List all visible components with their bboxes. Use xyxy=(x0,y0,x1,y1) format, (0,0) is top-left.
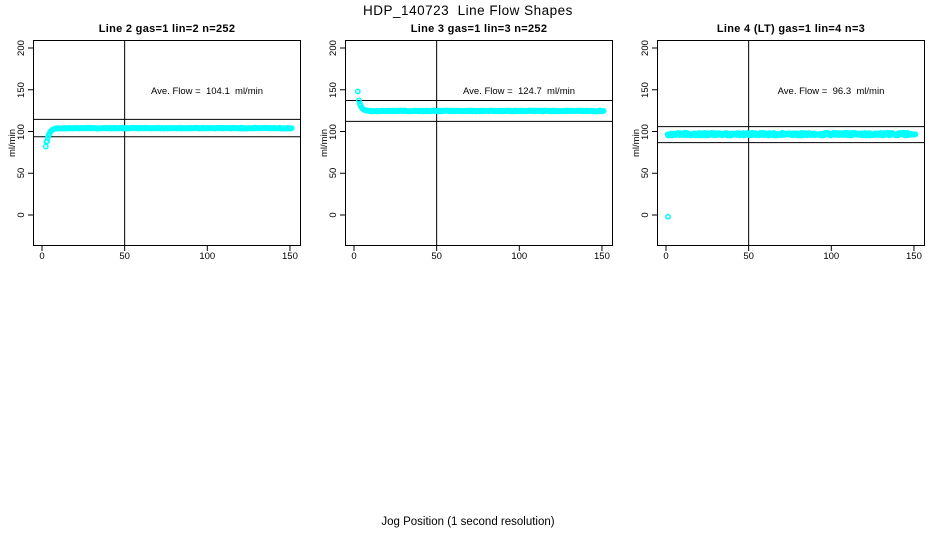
x-tick-label: 150 xyxy=(906,251,922,262)
plot-area xyxy=(28,40,301,251)
x-tick-label: 150 xyxy=(282,251,298,262)
panel-title: Line 2 gas=1 lin=2 n=252 xyxy=(98,23,236,35)
y-tick-label: 150 xyxy=(640,81,651,98)
ave-flow-annotation: Ave. Flow = 104.1 ml/min xyxy=(150,86,264,97)
plot-frame xyxy=(33,40,301,246)
x-tick-label: 150 xyxy=(594,251,610,262)
y-tick-label: 0 xyxy=(328,212,339,218)
data-point xyxy=(600,108,607,114)
ave-flow-annotation: Ave. Flow = 96.3 ml/min xyxy=(777,86,885,97)
y-tick-label: 100 xyxy=(328,123,339,140)
x-tick-label: 0 xyxy=(663,251,669,262)
x-tick-label: 0 xyxy=(39,251,45,262)
x-axis-label: Jog Position (1 second resolution) xyxy=(381,516,555,528)
y-tick-label: 150 xyxy=(16,81,27,98)
x-tick-label: 0 xyxy=(351,251,357,262)
plot-area xyxy=(652,40,925,251)
data-point xyxy=(356,97,362,104)
y-tick-label: 50 xyxy=(640,167,651,179)
data-point xyxy=(42,143,49,150)
y-tick-label: 0 xyxy=(16,212,27,218)
y-tick-label: 50 xyxy=(328,167,339,179)
panel-line2: Line 2 gas=1 lin=2 n=252 Ave. Flow = 104… xyxy=(0,0,305,280)
ave-flow-annotation: Ave. Flow = 124.7 ml/min xyxy=(462,86,576,97)
x-tick-label: 100 xyxy=(823,251,840,262)
x-tick-label: 50 xyxy=(119,251,130,262)
data-point xyxy=(354,88,361,95)
plot-area xyxy=(340,40,613,251)
y-tick-label: 200 xyxy=(328,40,339,56)
data-point xyxy=(288,125,295,132)
panel-line4: Line 4 (LT) gas=1 lin=4 n=3 Ave. Flow = … xyxy=(617,0,929,280)
y-tick-label: 200 xyxy=(640,40,651,56)
x-tick-label: 100 xyxy=(511,251,528,262)
y-tick-label: 0 xyxy=(640,212,651,218)
data-point xyxy=(44,138,50,145)
x-tick-label: 100 xyxy=(199,251,216,262)
panel-line3: Line 3 gas=1 lin=3 n=252 Ave. Flow = 124… xyxy=(305,0,617,280)
main-title: HDP_140723 Line Flow Shapes xyxy=(363,3,573,18)
plot-frame xyxy=(657,40,925,246)
y-tick-label: 100 xyxy=(640,123,651,140)
y-tick-label: 200 xyxy=(16,40,27,56)
data-point xyxy=(912,131,919,138)
y-tick-label: 150 xyxy=(328,81,339,98)
x-tick-label: 50 xyxy=(743,251,754,262)
panel-title: Line 4 (LT) gas=1 lin=4 n=3 xyxy=(716,23,866,35)
data-point xyxy=(665,213,671,220)
plot-frame xyxy=(345,40,613,246)
panel-title: Line 3 gas=1 lin=3 n=252 xyxy=(410,23,548,35)
x-tick-label: 50 xyxy=(431,251,442,262)
y-tick-label: 50 xyxy=(16,167,27,179)
y-tick-label: 100 xyxy=(16,123,27,140)
